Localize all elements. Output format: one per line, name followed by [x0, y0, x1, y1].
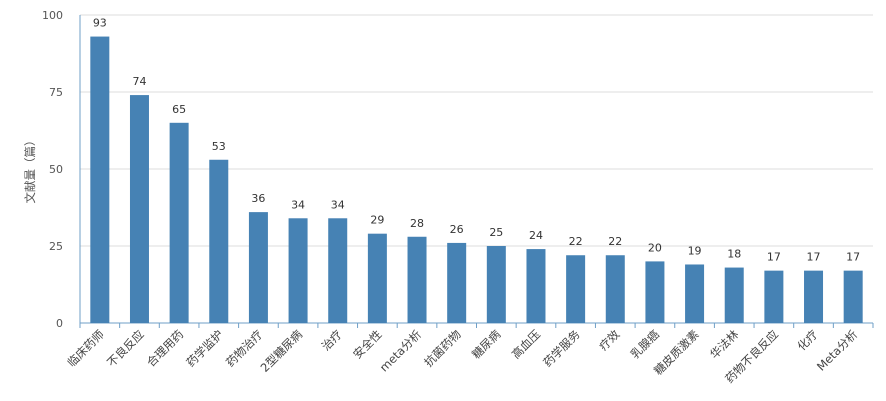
data-label: 34 — [291, 198, 305, 211]
data-label: 74 — [132, 75, 146, 88]
bar — [288, 218, 308, 323]
data-label: 19 — [688, 244, 702, 257]
y-tick-label: 0 — [56, 317, 63, 330]
data-label: 29 — [370, 214, 384, 227]
data-label: 20 — [648, 241, 662, 254]
y-tick-label: 100 — [42, 9, 63, 22]
data-label: 25 — [489, 226, 503, 239]
bar — [526, 249, 546, 323]
bar — [843, 270, 863, 323]
data-labels: 93 74 65 53 36 34 34 29 28 26 25 24 22 22 20 19 18 17 17 17 — [93, 17, 860, 264]
bar — [328, 218, 348, 323]
y-axis-title: 文献量（篇） — [23, 135, 37, 204]
bar — [486, 246, 506, 323]
data-label: 26 — [450, 223, 464, 236]
bar — [447, 242, 467, 323]
x-tick-label: 高血压 — [509, 327, 543, 361]
bar — [685, 264, 705, 323]
bar — [645, 261, 665, 323]
bar — [90, 36, 110, 324]
data-label: 53 — [212, 140, 226, 153]
x-tick-label: 药学服务 — [540, 327, 583, 370]
data-label: 17 — [767, 251, 781, 264]
x-tick-label: 抗菌药物 — [421, 327, 463, 369]
bar — [764, 270, 784, 323]
bar — [407, 236, 427, 323]
bar — [209, 159, 229, 323]
x-tick-label: meta分析 — [377, 327, 424, 374]
data-label: 17 — [846, 251, 860, 264]
y-tick-label: 25 — [49, 240, 63, 253]
bar — [129, 95, 149, 323]
bar — [367, 233, 387, 323]
data-label: 28 — [410, 217, 424, 230]
x-tick-label: 疗效 — [596, 327, 623, 354]
x-tick-label: 安全性 — [350, 327, 384, 361]
x-tick-label: 临床药师 — [65, 327, 107, 369]
bar — [169, 122, 189, 323]
bars — [90, 36, 863, 324]
bar — [605, 255, 625, 323]
data-label: 24 — [529, 229, 543, 242]
y-tick-label: 50 — [49, 163, 63, 176]
data-label: 65 — [172, 103, 186, 116]
x-tick-label: 治疗 — [319, 327, 345, 353]
data-label: 36 — [251, 192, 265, 205]
bar — [566, 255, 586, 323]
data-label: 22 — [569, 235, 583, 248]
x-tick-label: 华法林 — [707, 327, 742, 362]
data-label: 18 — [727, 248, 741, 261]
x-tick-label: 药学监护 — [183, 327, 225, 369]
bar — [724, 267, 744, 323]
x-tick-label: Meta分析 — [814, 327, 860, 373]
y-tick-labels: 0 25 50 75 100 — [42, 9, 63, 330]
x-tick-label: 2型糖尿病 — [258, 327, 306, 375]
gridlines — [80, 14, 873, 247]
data-label: 17 — [807, 251, 821, 264]
x-tick-label: 乳腺癌 — [628, 327, 663, 362]
data-label: 93 — [93, 17, 107, 30]
bar — [248, 212, 268, 323]
data-label: 34 — [331, 198, 345, 211]
y-tick-label: 75 — [49, 86, 63, 99]
x-tick-label: 合理用药 — [144, 327, 186, 369]
x-tick-label: 不良反应 — [104, 327, 146, 369]
x-tick-label: 化疗 — [794, 327, 820, 353]
axes — [79, 15, 874, 328]
bar — [804, 270, 824, 323]
x-tick-label: 糖尿病 — [469, 327, 504, 362]
data-label: 22 — [608, 235, 622, 248]
